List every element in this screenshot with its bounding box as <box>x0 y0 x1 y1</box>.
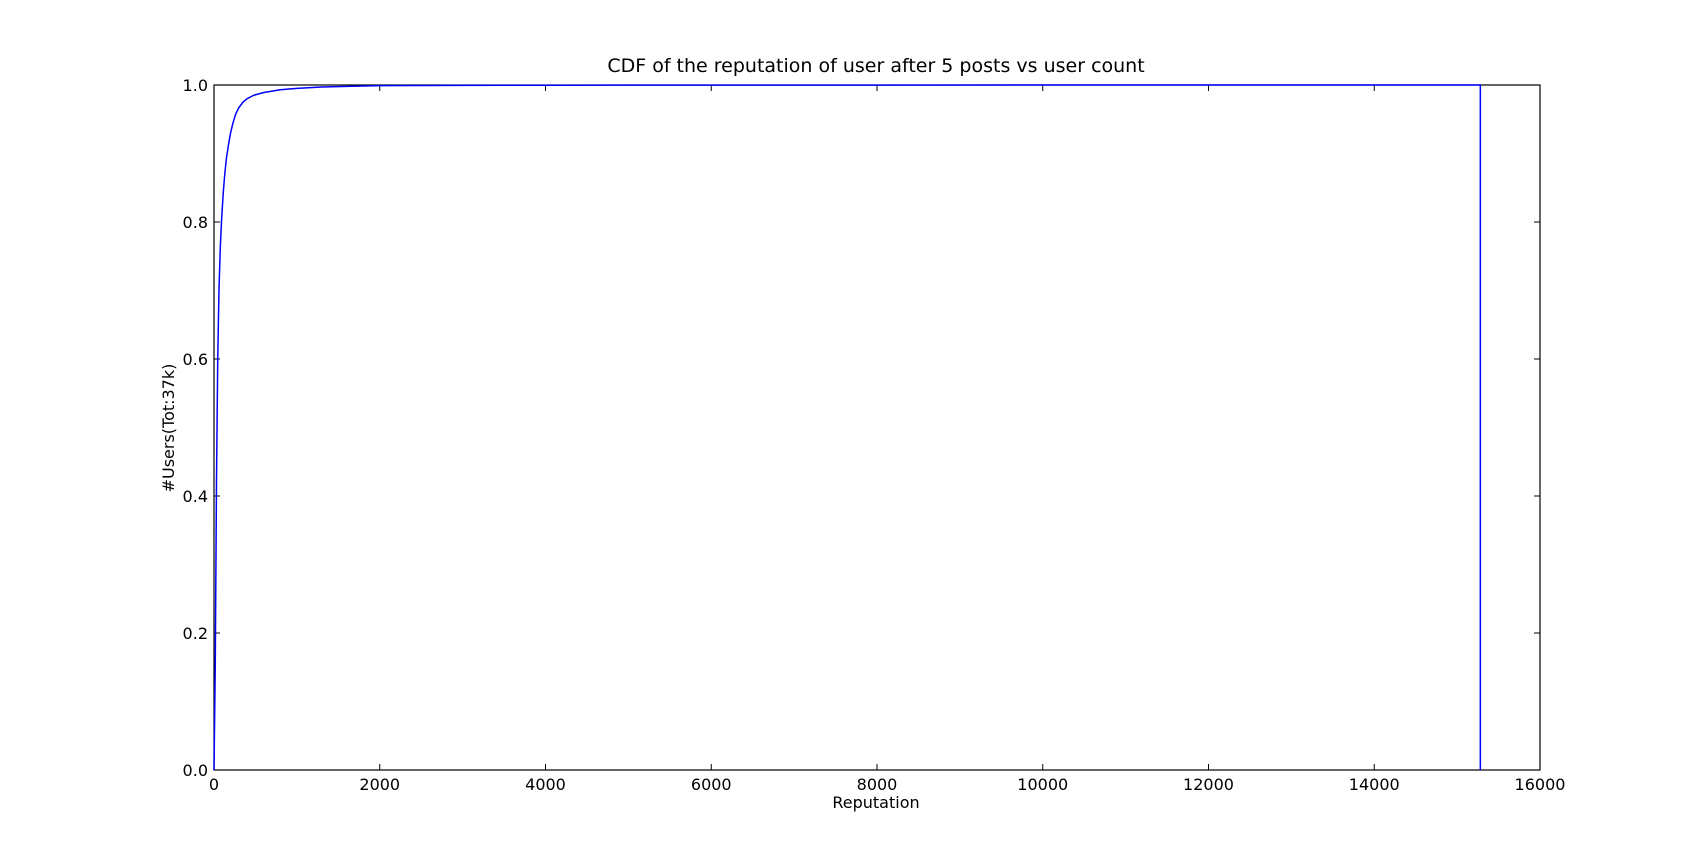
y-axis-label: #Users(Tot:37k) <box>159 364 178 493</box>
series-layer <box>213 84 1482 771</box>
x-axis-label: Reputation <box>832 793 919 812</box>
y-axis-ticks: 0.0 0.2 0.4 0.6 0.8 1.0 <box>183 76 1540 780</box>
chart-title: CDF of the reputation of user after 5 po… <box>607 55 1144 77</box>
x-tick-label: 16000 <box>1515 775 1566 794</box>
x-tick-label: 2000 <box>359 775 400 794</box>
y-tick-label: 0.8 <box>183 213 208 232</box>
x-tick-label: 14000 <box>1349 775 1400 794</box>
y-tick-label: 0.0 <box>183 761 208 780</box>
x-tick-label: 8000 <box>857 775 898 794</box>
y-tick-label: 0.2 <box>183 624 208 643</box>
y-tick-label: 0.4 <box>183 487 208 506</box>
y-tick-label: 0.6 <box>183 350 208 369</box>
x-tick-label: 0 <box>209 775 219 794</box>
x-tick-label: 4000 <box>525 775 566 794</box>
x-tick-label: 6000 <box>691 775 732 794</box>
x-axis-ticks: 0 2000 4000 6000 8000 10000 12000 14000 16000 <box>209 85 1566 794</box>
series-line-0 <box>213 84 1482 771</box>
x-tick-label: 12000 <box>1183 775 1234 794</box>
x-tick-label: 10000 <box>1017 775 1068 794</box>
y-tick-label: 1.0 <box>183 76 208 95</box>
